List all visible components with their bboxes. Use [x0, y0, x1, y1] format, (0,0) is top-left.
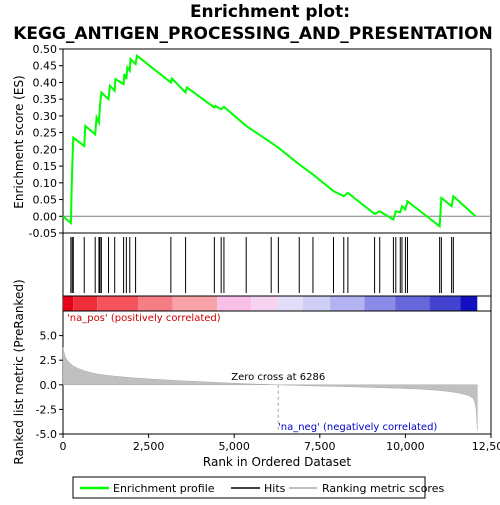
- es-y-tick-label: 0.10: [33, 177, 58, 190]
- es-y-tick-label: 0.40: [33, 76, 58, 89]
- rank-y-axis-label: Ranked list metric (PreRanked): [12, 279, 26, 464]
- es-panel: -0.05 0.00 0.05 0.10 0.15 0.20 0.25 0.30 0.35 0.4…: [12, 43, 491, 240]
- heat-segment: [278, 297, 302, 311]
- es-y-axis-label: Enrichment score (ES): [12, 75, 26, 208]
- heat-segment: [251, 297, 278, 311]
- heat-segment: [138, 297, 172, 311]
- correlation-heat-bar: [63, 297, 477, 311]
- es-y-tick-label: 0.20: [33, 143, 58, 156]
- heat-segment: [217, 297, 251, 311]
- chart-title-line1: Enrichment plot:: [190, 2, 350, 22]
- neg-correlation-label: 'na_neg' (negatively correlated): [278, 422, 437, 433]
- legend-enrichment-label: Enrichment profile: [113, 482, 215, 495]
- es-y-axis: -0.05 0.00 0.05 0.10 0.15 0.20 0.25 0.30 0.35 0.4…: [29, 43, 63, 240]
- rank-y-tick-label: 2.5: [40, 354, 58, 367]
- chart-title-line2: KEGG_ANTIGEN_PROCESSING_AND_PRESENTATION: [13, 24, 493, 44]
- rank-y-tick-label: -2.5: [36, 403, 57, 416]
- legend-hits-label: Hits: [264, 482, 286, 495]
- rank-y-tick-label: 5.0: [40, 330, 58, 343]
- es-y-tick-label: 0.50: [33, 43, 58, 56]
- es-y-tick-label: 0.05: [33, 194, 58, 207]
- hits-frame: [63, 233, 491, 296]
- heat-segment: [364, 297, 395, 311]
- heat-segment: [460, 297, 477, 311]
- legend-ranking-label: Ranking metric scores: [322, 482, 444, 495]
- x-tick-label: 0: [60, 440, 67, 453]
- x-tick-label: 2,500: [133, 440, 165, 453]
- heat-panel: [63, 296, 491, 311]
- heat-segment: [63, 297, 73, 311]
- heat-segment: [97, 297, 138, 311]
- x-axis-label: Rank in Ordered Dataset: [203, 455, 351, 469]
- heat-segment: [73, 297, 97, 311]
- es-y-tick-label: 0.35: [33, 93, 58, 106]
- heat-segment: [303, 297, 330, 311]
- hits-panel: [63, 233, 491, 296]
- x-tick-label: 12,500: [472, 440, 500, 453]
- heat-segment: [173, 297, 218, 311]
- es-y-tick-label: -0.05: [29, 227, 57, 240]
- zero-cross-label: Zero cross at 6286: [231, 372, 325, 383]
- rank-y-axis: -5.0 -2.5 0.0 2.5 5.0: [36, 330, 63, 441]
- es-y-tick-label: 0.25: [33, 127, 58, 140]
- es-y-tick-label: 0.00: [33, 210, 58, 223]
- x-tick-label: 5,000: [218, 440, 250, 453]
- es-y-tick-label: 0.30: [33, 110, 58, 123]
- heat-segment: [395, 297, 429, 311]
- heat-segment: [429, 297, 460, 311]
- rank-x-axis: 0 2,500 5,000 7,500 10,000 12,500: [60, 434, 500, 453]
- x-tick-label: 7,500: [304, 440, 336, 453]
- heat-segment: [330, 297, 364, 311]
- pos-correlation-label: 'na_pos' (positively correlated): [67, 313, 221, 324]
- x-tick-label: 10,000: [386, 440, 425, 453]
- rank-y-tick-label: 0.0: [40, 379, 58, 392]
- legend: Enrichment profile Hits Ranking metric s…: [73, 477, 444, 498]
- es-y-tick-label: 0.45: [33, 60, 58, 73]
- es-y-tick-label: 0.15: [33, 160, 58, 173]
- rank-y-tick-label: -5.0: [36, 428, 57, 441]
